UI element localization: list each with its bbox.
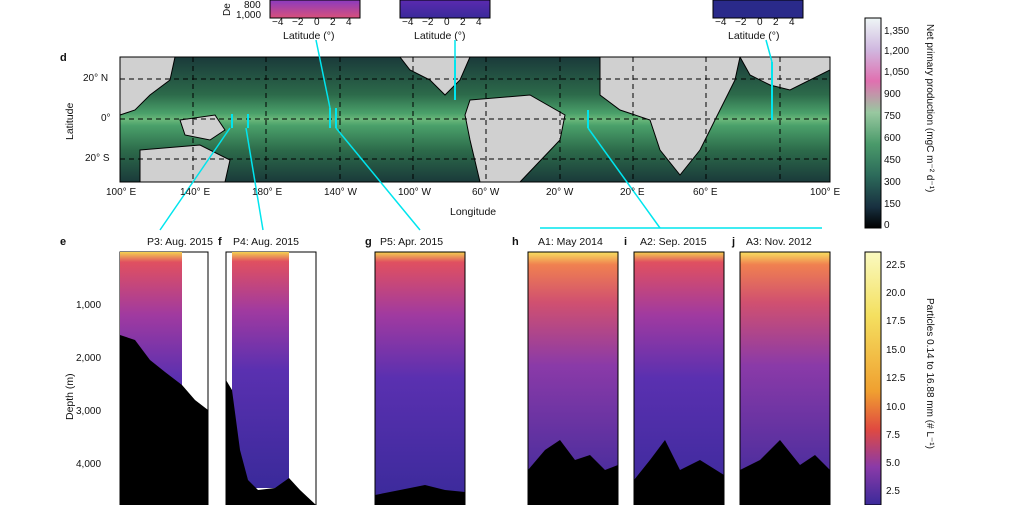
lon-tick: 140° E [180,187,211,198]
inset-xlabel-2: Latitude (°) [414,30,466,42]
profile-panel-i [633,251,725,505]
panel-label-h: h [512,236,519,248]
panel-title-g: P5: Apr. 2015 [380,236,444,248]
panel-label-e: e [60,236,67,248]
asia-landmass [119,56,176,116]
arabia-india-landmass [739,56,831,91]
depth-tick: 2,000 [76,353,102,364]
profile-panel-e [119,251,209,505]
inset-xlabel-3: Latitude (°) [728,30,780,42]
panel-title-i: A2: Sep. 2015 [640,236,707,248]
lon-tick: 180° E [252,187,283,198]
lon-tick: 100° W [398,187,431,198]
npp-colorbar [864,17,882,229]
africa-landmass [599,56,741,176]
lon-tick: 60° E [693,187,718,198]
depth-tick: 3,000 [76,406,102,417]
panel-title-j: A3: Nov. 2012 [746,236,812,248]
lon-tick: 100° E [810,187,841,198]
map-xlabel: Longitude [450,206,497,218]
inset-depth-tick: 800 [244,0,261,11]
panel-title-h: A1: May 2014 [538,236,603,248]
profile-panel-h [527,251,619,505]
lon-tick: 20° W [546,187,574,198]
lon-tick: 60° W [472,187,500,198]
depth-tick: 1,000 [76,300,102,311]
map-grid [120,57,830,182]
npp-map [119,39,831,231]
profile-panel-j [739,251,831,505]
australia-landmass [139,144,231,183]
lon-tick: 140° W [324,187,357,198]
profile-panel-g [374,251,466,505]
lat-tick: 0° [101,113,111,124]
particle-colorbar-label: Particles 0.14 to 16.88 mm (# L⁻¹) [924,298,935,449]
panel-label-d: d [60,52,67,64]
lon-tick: 20° E [620,187,645,198]
lon-tick: 100° E [106,187,137,198]
connector-lines [159,39,822,231]
south-america-landmass [464,94,566,183]
panel-label-g: g [365,236,372,248]
panel-label-j: j [732,236,736,248]
profile-panel-f [225,251,317,505]
inset-depth-tick: 1,000 [236,10,262,21]
section-tracks [231,60,773,128]
panel-title-e: P3: Aug. 2015 [147,236,213,248]
panel-label-f: f [218,236,222,248]
inset-xlabel-1: Latitude (°) [283,30,335,42]
north-america-landmass [398,56,471,96]
panel-label-i: i [624,236,628,248]
depth-tick: 4,000 [76,459,102,470]
new-guinea-landmass [179,114,226,141]
lat-tick: 20° S [85,153,110,164]
inset-plots [269,0,804,19]
panel-title-f: P4: Aug. 2015 [233,236,299,248]
lat-tick: 20° N [83,73,109,84]
